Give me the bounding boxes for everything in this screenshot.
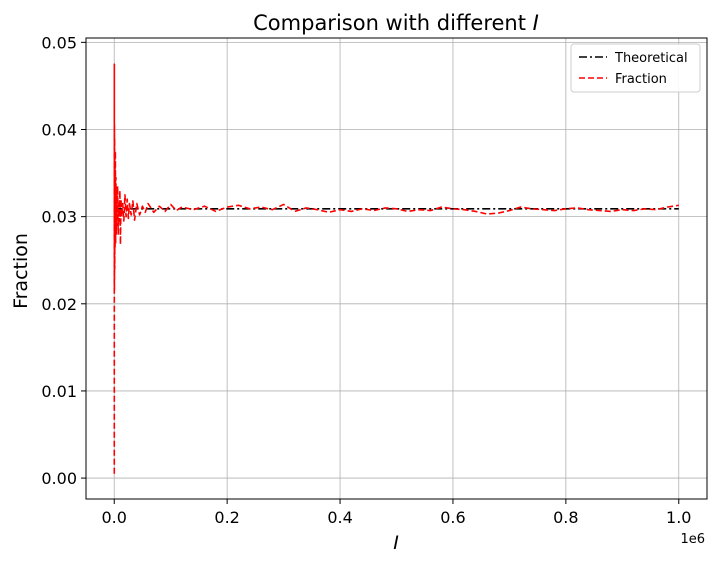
legend: Theoretical Fraction [570, 43, 701, 93]
chart-title-prefix: Comparison with different [253, 11, 533, 35]
x-tick-label: 0.4 [327, 508, 352, 527]
series-line-fraction [113, 63, 679, 474]
x-axis-ticks: 0.0 0.2 0.4 0.6 0.8 1.0 [102, 499, 691, 527]
plot-area [113, 63, 679, 474]
legend-label-theoretical: Theoretical [614, 51, 688, 66]
x-tick-label: 0.0 [102, 508, 127, 527]
y-tick-label: 0.02 [41, 295, 77, 314]
y-tick-label: 0.04 [41, 121, 77, 140]
grid-lines [86, 38, 707, 499]
x-tick-label: 0.2 [214, 508, 239, 527]
y-tick-label: 0.05 [41, 33, 77, 52]
y-axis-ticks: 0.00 0.01 0.02 0.03 0.04 0.05 [41, 33, 86, 488]
y-tick-label: 0.01 [41, 382, 77, 401]
plot-frame [85, 37, 708, 500]
y-tick-label: 0.00 [41, 469, 77, 488]
series-layer [113, 63, 679, 474]
legend-label-fraction: Fraction [615, 72, 667, 87]
y-tick-label: 0.03 [41, 208, 77, 227]
chart-title: Comparison with different I [253, 11, 539, 35]
legend-box [570, 43, 701, 93]
x-tick-label: 0.6 [440, 508, 465, 527]
x-tick-label: 1.0 [666, 508, 691, 527]
x-tick-label: 0.8 [553, 508, 578, 527]
x-axis-offset-label: 1e6 [680, 532, 705, 547]
legend-entries: Theoretical Fraction [579, 51, 688, 87]
chart-title-symbol: I [533, 11, 539, 35]
x-axis-label: I [393, 532, 399, 554]
y-axis-label: Fraction [10, 233, 32, 309]
